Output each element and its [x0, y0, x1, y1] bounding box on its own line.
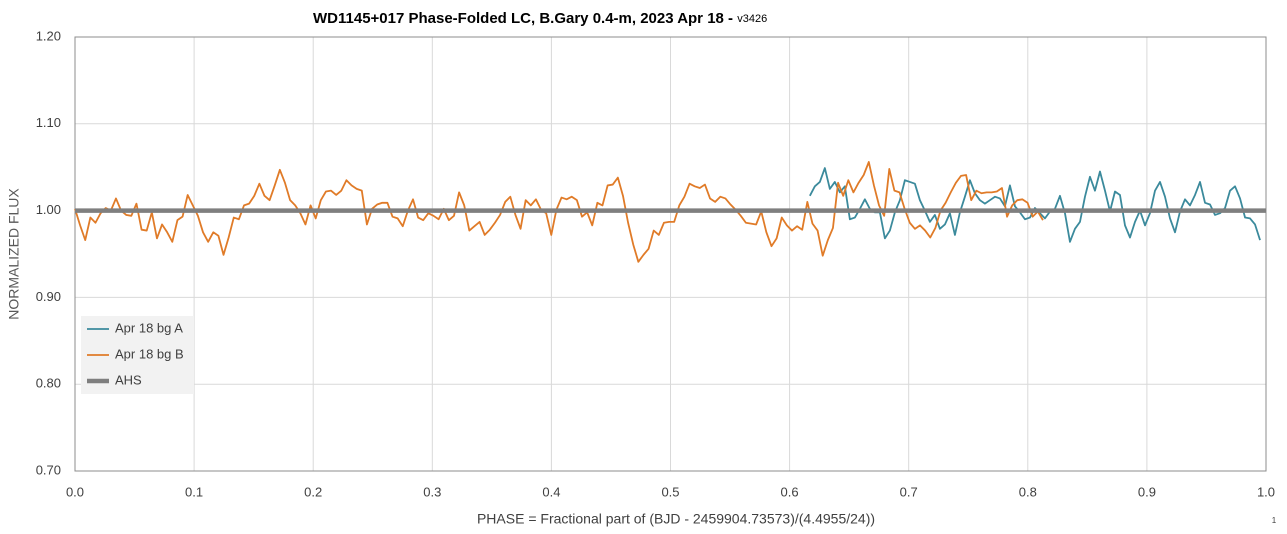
x-tick-label: 0.6 — [781, 484, 799, 499]
legend-label: Apr 18 bg B — [115, 346, 184, 361]
x-tick-label: 0.0 — [66, 484, 84, 499]
x-tick-label: 0.4 — [542, 484, 560, 499]
legend: Apr 18 bg A Apr 18 bg B AHS — [81, 316, 194, 394]
y-tick-label: 1.00 — [36, 202, 61, 217]
legend-label: Apr 18 bg A — [115, 320, 183, 335]
x-tick-label: 0.9 — [1138, 484, 1156, 499]
title-text: WD1145+017 Phase-Folded LC, B.Gary 0.4-m… — [313, 10, 737, 27]
version: v3426 — [737, 13, 767, 25]
x-tick-label: 0.3 — [423, 484, 441, 499]
y-tick-label: 0.80 — [36, 376, 61, 391]
x-tick-label: 0.2 — [304, 484, 322, 499]
y-tick-label: 0.70 — [36, 462, 61, 477]
x-tick-label: 0.1 — [185, 484, 203, 499]
x-tick-label: 1.0 — [1257, 484, 1275, 499]
y-tick-label: 0.90 — [36, 289, 61, 304]
page-number: 1 — [1272, 516, 1277, 525]
series-line — [809, 167, 1261, 243]
legend-label: AHS — [115, 372, 142, 387]
x-tick-label: 0.7 — [900, 484, 918, 499]
chart-title: WD1145+017 Phase-Folded LC, B.Gary 0.4-m… — [313, 10, 767, 27]
x-tick-label: 0.8 — [1019, 484, 1037, 499]
y-tick-label: 1.20 — [36, 28, 61, 43]
y-axis-label: NORMALIZED FLUX — [6, 188, 22, 320]
x-tick-label: 0.5 — [661, 484, 679, 499]
plot-border — [74, 36, 1267, 472]
y-tick-label: 1.10 — [36, 115, 61, 130]
x-axis-label: PHASE = Fractional part of (BJD - 245990… — [477, 511, 875, 527]
